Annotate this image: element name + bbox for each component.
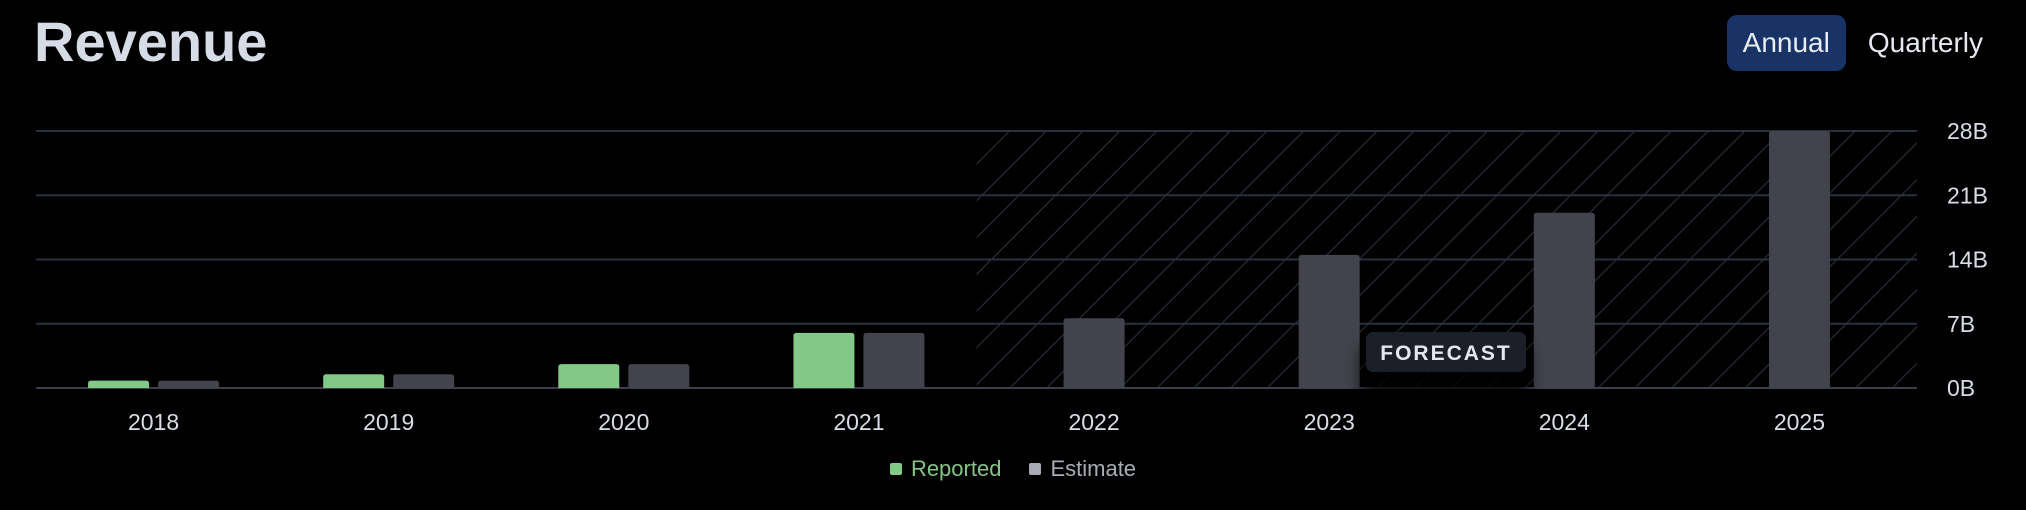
forecast-label: FORECAST xyxy=(1380,342,1512,365)
bar-reported-2021[interactable] xyxy=(793,332,855,388)
legend: Reported Estimate xyxy=(0,456,2026,482)
bars xyxy=(88,131,1830,388)
bar-reported-2018[interactable] xyxy=(88,380,150,388)
legend-swatch-reported xyxy=(889,463,902,475)
gridlines xyxy=(36,130,1917,389)
legend-label-reported: Reported xyxy=(910,456,1002,481)
y-tick-label: 14B xyxy=(1947,247,1988,273)
x-tick-label: 2025 xyxy=(1774,409,1825,435)
x-tick-label: 2018 xyxy=(128,409,179,435)
bar-reported-2020[interactable] xyxy=(558,364,620,388)
y-tick-label: 0B xyxy=(1947,375,1975,401)
forecast-badge: FORECAST xyxy=(1362,332,1528,395)
y-tick-label: 21B xyxy=(1947,182,1988,208)
bar-estimate-2023[interactable] xyxy=(1298,254,1360,388)
forecast-badge-bg xyxy=(1366,332,1526,372)
x-tick-label: 2021 xyxy=(833,409,884,435)
page-title: Revenue xyxy=(34,10,268,73)
x-tick-label: 2022 xyxy=(1068,409,1119,435)
legend-item-estimate[interactable]: Estimate xyxy=(1029,456,1136,482)
annual-toggle-button[interactable]: Annual xyxy=(1726,15,1846,71)
bar-estimate-2021[interactable] xyxy=(863,332,925,388)
legend-label-estimate: Estimate xyxy=(1050,456,1137,481)
x-tick-label: 2019 xyxy=(363,409,414,435)
bar-estimate-2022[interactable] xyxy=(1063,318,1125,388)
bar-estimate-2019[interactable] xyxy=(393,374,455,388)
quarterly-toggle-button[interactable]: Quarterly xyxy=(1852,15,1999,71)
x-axis-ticks: 2018 2019 2020 2021 2022 2023 2024 2025 xyxy=(128,409,1825,435)
x-tick-label: 2020 xyxy=(598,409,649,435)
bar-estimate-2025[interactable] xyxy=(1768,131,1830,388)
period-toggle: Annual Quarterly xyxy=(1721,15,1999,71)
bar-estimate-2018[interactable] xyxy=(158,380,220,388)
x-tick-label: 2023 xyxy=(1304,409,1355,435)
y-tick-label: 28B xyxy=(1947,118,1988,144)
legend-item-reported[interactable]: Reported xyxy=(889,456,1002,482)
x-tick-label: 2024 xyxy=(1539,409,1590,435)
bar-estimate-2024[interactable] xyxy=(1533,212,1595,388)
y-tick-label: 7B xyxy=(1947,311,1975,337)
bar-estimate-2020[interactable] xyxy=(628,364,690,388)
bar-reported-2019[interactable] xyxy=(323,374,385,388)
legend-swatch-estimate xyxy=(1029,463,1042,475)
y-axis-ticks: 0B 7B 14B 21B 28B xyxy=(1947,118,1988,401)
